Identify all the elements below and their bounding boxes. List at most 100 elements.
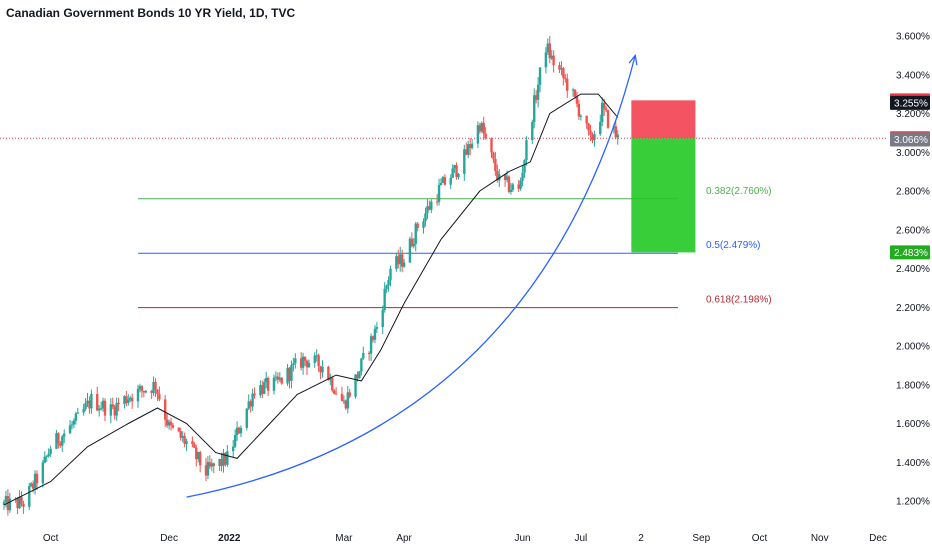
candle-body <box>463 149 466 175</box>
candle-body <box>521 172 524 181</box>
candle-body <box>206 462 210 476</box>
y-tick-label: 2.600% <box>896 225 930 236</box>
candle-body <box>224 452 227 465</box>
candle-body <box>140 386 144 391</box>
candle-body <box>164 399 167 420</box>
candle-body <box>560 68 563 70</box>
candle-body <box>443 177 447 185</box>
candle-body <box>261 385 264 394</box>
candle-body <box>249 401 252 407</box>
y-tick-label: 2.800% <box>896 187 930 198</box>
candle-body <box>226 451 229 465</box>
candle-body <box>185 441 188 444</box>
candle-body <box>503 174 507 180</box>
candle-body <box>247 401 250 409</box>
candle-body <box>402 262 406 267</box>
candle-body <box>400 254 404 267</box>
y-tick-label: 2.200% <box>896 303 930 314</box>
candle-body <box>519 180 522 189</box>
candle-body <box>573 89 577 97</box>
candle-body <box>198 452 202 466</box>
candle-body <box>195 447 198 460</box>
candle-body <box>531 122 534 141</box>
candle-body <box>28 486 31 507</box>
candle-body <box>441 177 445 183</box>
candle-body <box>115 402 118 416</box>
candle-body <box>538 67 542 85</box>
candle-body <box>523 160 526 173</box>
candle-body <box>18 496 21 509</box>
candle-body <box>591 134 594 141</box>
candle-body <box>593 134 596 141</box>
candle-body <box>426 206 429 214</box>
candle-body <box>385 285 388 289</box>
candle-body <box>533 95 536 123</box>
candle-body <box>484 133 487 139</box>
candle-body <box>29 483 33 487</box>
candle-body <box>152 381 155 394</box>
y-tick-label: 1.400% <box>896 458 930 469</box>
candle-body <box>183 435 186 444</box>
x-tick-label: Sep <box>692 533 710 544</box>
candle-body <box>317 355 320 367</box>
candle-body <box>414 223 417 244</box>
y-tick-label: 3.000% <box>896 148 930 159</box>
candle-body <box>465 149 468 155</box>
candle-body <box>331 377 334 391</box>
candle-body <box>233 435 237 447</box>
y-tick-label: 3.200% <box>896 109 930 120</box>
candle-body <box>59 443 62 446</box>
candle-body <box>276 376 280 380</box>
candle-body <box>109 404 113 416</box>
candle-body <box>340 393 344 401</box>
candle-body <box>2 502 6 505</box>
candle-body <box>585 115 588 124</box>
candle-body <box>587 123 590 131</box>
candle-body <box>517 184 520 189</box>
candle-body <box>468 144 472 149</box>
candle-body <box>239 427 243 434</box>
candle-body <box>130 397 134 402</box>
candle-body <box>315 355 318 357</box>
candle-body <box>245 408 248 428</box>
x-tick-label: Oct <box>43 533 59 544</box>
candle-body <box>218 459 221 466</box>
candle-body <box>197 452 200 460</box>
candle-body <box>604 108 608 111</box>
candle-body <box>292 363 295 366</box>
candle-body <box>375 327 379 329</box>
candle-body <box>220 459 223 466</box>
candle-body <box>344 400 348 409</box>
candle-body <box>494 158 497 172</box>
candle-body <box>272 377 276 391</box>
candle-body <box>313 355 316 363</box>
y-tick-label: 2.400% <box>896 264 930 275</box>
candle-body <box>505 176 509 180</box>
candle-body <box>177 427 180 432</box>
candle-body <box>265 377 268 383</box>
candle-body <box>422 221 425 228</box>
candle-body <box>154 381 157 390</box>
candle-body <box>290 365 293 381</box>
candle-body <box>301 356 305 368</box>
candle-body <box>16 498 19 509</box>
candle-body <box>259 385 262 396</box>
fib-level-label: 0.618(2.198%) <box>706 295 772 306</box>
candle-body <box>575 96 579 104</box>
candle-body <box>171 425 175 428</box>
candle-body <box>86 400 89 404</box>
candle-body <box>41 462 45 484</box>
candle-body <box>536 84 540 100</box>
x-tick-label: Apr <box>396 533 412 544</box>
candle-body <box>399 254 402 265</box>
candle-body <box>562 68 565 78</box>
candle-body <box>138 386 142 389</box>
candle-body <box>45 455 48 457</box>
candle-body <box>550 55 553 59</box>
price-badge-label: 3.066% <box>894 135 928 146</box>
candle-body <box>274 376 278 378</box>
candle-body <box>319 366 322 373</box>
fib-retracement: 0.382(2.760%) 0.5(2.479%) 0.618(2.198%) <box>138 186 772 309</box>
candle-body <box>455 165 458 178</box>
